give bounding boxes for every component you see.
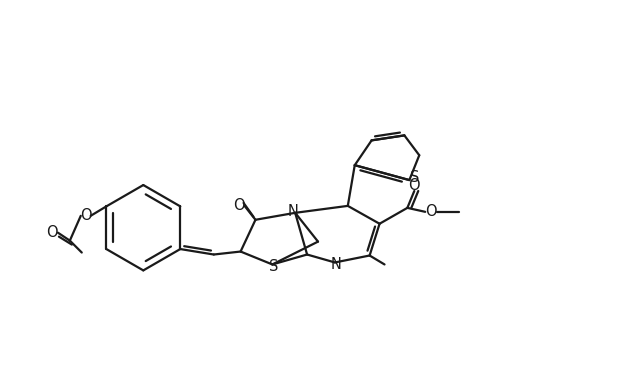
Text: O: O	[408, 177, 420, 193]
Text: S: S	[410, 169, 419, 185]
Text: O: O	[426, 204, 437, 219]
Text: O: O	[233, 198, 244, 213]
Text: O: O	[46, 225, 58, 240]
Text: N: N	[330, 257, 341, 272]
Text: S: S	[269, 259, 278, 274]
Text: O: O	[80, 208, 92, 223]
Text: N: N	[288, 204, 299, 219]
